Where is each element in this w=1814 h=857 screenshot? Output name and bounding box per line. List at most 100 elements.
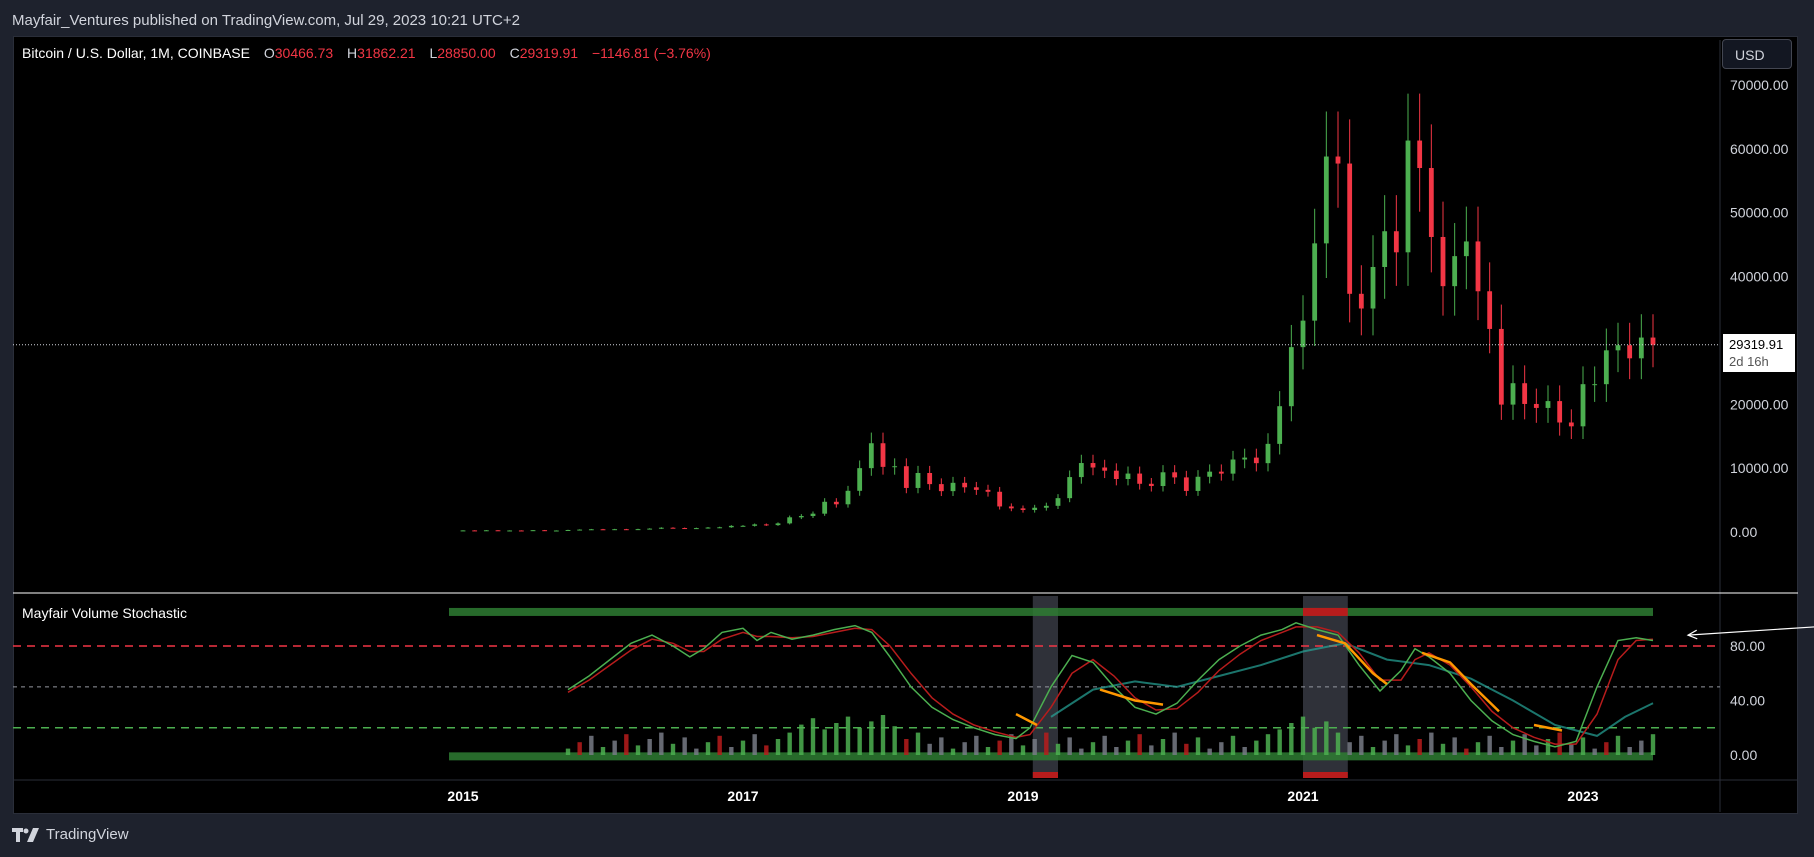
volume-bar	[682, 737, 687, 755]
zone-marker	[1032, 772, 1058, 778]
time-tick-label: 2017	[727, 788, 758, 804]
chart-frame[interactable]	[13, 36, 1798, 814]
published-info: Mayfair_Ventures published on TradingVie…	[12, 12, 520, 29]
volume-bar	[659, 732, 664, 755]
stoch-band	[449, 607, 1653, 616]
volume-bar	[1277, 729, 1282, 755]
currency-button[interactable]: USD	[1722, 39, 1792, 69]
open-value: 30466.73	[274, 45, 334, 61]
candle-body	[1568, 422, 1574, 427]
candle-body	[612, 529, 618, 531]
candle-body	[705, 527, 711, 529]
candle-body	[810, 513, 816, 517]
signal-segment	[1421, 651, 1500, 713]
candle-body	[1055, 498, 1061, 506]
candle-body	[740, 525, 746, 527]
volume-bar	[1289, 723, 1294, 755]
candle-body	[1160, 472, 1166, 487]
candle-body	[880, 443, 886, 467]
volume-bar	[892, 726, 897, 755]
volume-bar	[1545, 739, 1551, 755]
volume-bar	[1475, 742, 1481, 755]
symbol-label[interactable]: Bitcoin / U.S. Dollar, 1M, COINBASE	[22, 45, 250, 61]
candle-body	[483, 530, 489, 532]
last-price-value: 29319.91	[1729, 337, 1784, 352]
candle-body	[1008, 506, 1014, 509]
volume-bar	[1009, 734, 1014, 755]
volume-bar	[705, 742, 711, 755]
volume-bar	[997, 740, 1002, 755]
volume-bar	[1335, 732, 1341, 755]
candle-body	[938, 484, 944, 492]
candle-body	[997, 491, 1003, 507]
candle-body	[892, 466, 898, 468]
candle-body	[1545, 401, 1551, 408]
candle-body	[1113, 470, 1119, 479]
indicator-tick-label: 80.00	[1730, 638, 1765, 654]
volume-bar	[1195, 737, 1201, 755]
candle-body	[1218, 471, 1224, 474]
candle-body	[1417, 140, 1423, 169]
candle-body	[950, 482, 956, 492]
candle-body	[857, 468, 863, 491]
tradingview-brand[interactable]: TradingView	[12, 826, 129, 843]
volume-bar	[1207, 748, 1212, 755]
candle-body	[927, 472, 933, 485]
stoch-k-line	[567, 621, 1654, 748]
candle-body	[1288, 347, 1294, 407]
candle-body	[507, 530, 513, 532]
candle-body	[1183, 477, 1189, 491]
candle-body	[1078, 463, 1084, 478]
volume-bar	[1160, 739, 1166, 755]
candle-body	[1090, 463, 1096, 468]
price-legend: Bitcoin / U.S. Dollar, 1M, COINBASE O304…	[22, 45, 711, 61]
candle-body	[1498, 328, 1504, 405]
volume-bar	[1125, 740, 1131, 755]
volume-bar	[752, 734, 757, 755]
candle-body	[693, 528, 699, 530]
candle-body	[682, 528, 688, 530]
price-tick-label: 20000.00	[1730, 396, 1789, 412]
candle-body	[868, 443, 874, 469]
candle-body	[798, 516, 804, 518]
candle-body	[1020, 508, 1026, 510]
indicator-title[interactable]: Mayfair Volume Stochastic	[22, 605, 187, 621]
candle-body	[588, 529, 594, 531]
stoch-band	[449, 752, 1653, 761]
candle-body	[495, 530, 501, 532]
zone-marker	[1303, 772, 1348, 778]
candle-body	[1358, 293, 1364, 309]
volume-bar	[985, 747, 991, 755]
open-label: O	[263, 45, 275, 61]
tradingview-logo-icon	[12, 827, 39, 842]
volume-bar	[589, 735, 594, 755]
annotation-arrow	[1687, 626, 1814, 636]
volume-bar	[1359, 735, 1364, 755]
volume-bar	[915, 732, 921, 755]
volume-bar	[1184, 743, 1189, 755]
volume-bar	[1172, 732, 1177, 755]
volume-bar	[1312, 727, 1317, 755]
candle-body	[1463, 241, 1469, 257]
price-tick-label: 40000.00	[1730, 269, 1789, 285]
volume-bar	[1440, 743, 1446, 755]
volume-bar	[1067, 737, 1072, 755]
volume-bar	[1510, 740, 1516, 755]
candle-body	[775, 523, 781, 526]
candle-body	[460, 530, 466, 532]
candle-body	[845, 490, 851, 505]
candle-body	[1043, 505, 1049, 508]
candle-body	[1615, 345, 1621, 351]
candle-body	[1032, 507, 1038, 510]
candle-body	[728, 525, 734, 528]
candle-body	[670, 527, 676, 529]
candle-body	[1522, 383, 1528, 404]
stoch-d-line	[567, 626, 1654, 745]
volume-bar	[694, 748, 699, 755]
volume-bar	[1534, 745, 1539, 755]
candle-body	[565, 529, 571, 531]
volume-bar	[740, 740, 746, 755]
candle-body	[600, 529, 606, 531]
candle-body	[1347, 163, 1353, 294]
